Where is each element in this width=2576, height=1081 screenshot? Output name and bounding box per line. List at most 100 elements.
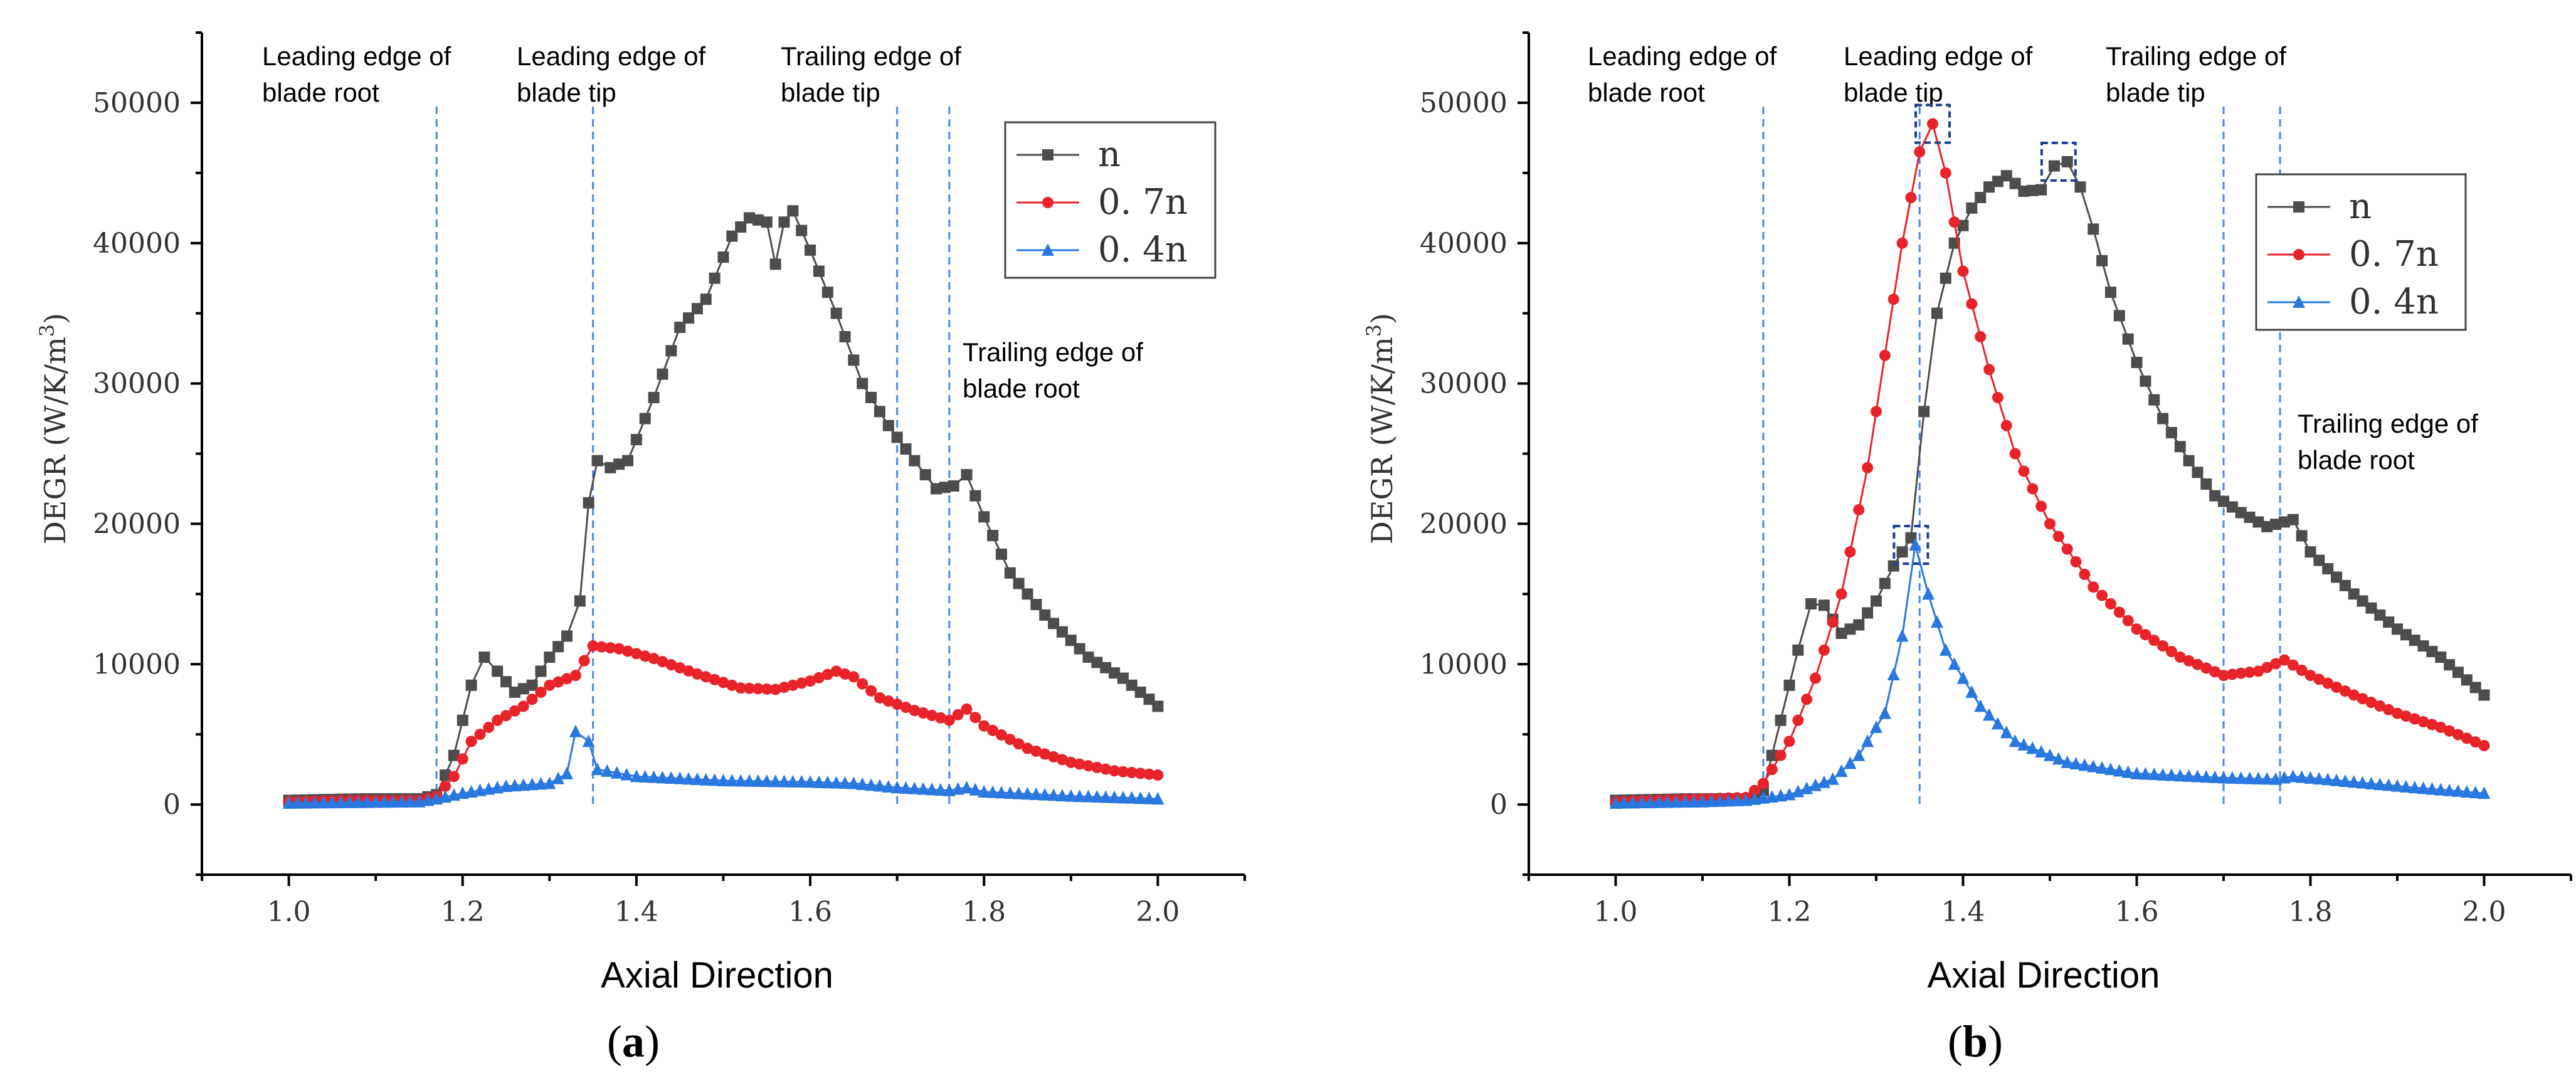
data-point-n — [613, 458, 625, 470]
data-point-04n — [2426, 782, 2439, 795]
annotation-text: blade tip — [1844, 78, 1943, 107]
data-point-n — [1152, 700, 1164, 712]
annotation-text: Trailing edge of — [2298, 409, 2478, 438]
panel-label-letter: a — [622, 1016, 645, 1067]
x-tick-label: 1.6 — [2115, 896, 2159, 928]
data-point-04n — [1939, 643, 1952, 656]
legend-label-07n: 0. 7n — [1098, 182, 1188, 223]
data-point-07n — [2322, 677, 2334, 689]
data-point-07n — [1862, 461, 1874, 473]
data-point-07n — [440, 780, 451, 792]
data-point-07n — [978, 720, 990, 732]
data-point-07n — [2469, 736, 2481, 748]
data-point-04n — [856, 777, 869, 790]
data-point-n — [2357, 595, 2368, 607]
data-point-n — [2426, 646, 2438, 658]
data-point-07n — [535, 687, 547, 699]
data-point-07n — [943, 714, 955, 726]
data-point-n — [2200, 478, 2212, 490]
data-point-07n — [717, 677, 729, 688]
y-tick-label: 0 — [163, 789, 181, 821]
data-point-n — [787, 205, 799, 217]
data-point-04n — [2365, 776, 2378, 789]
data-point-07n — [1792, 714, 1804, 726]
data-point-n — [813, 265, 825, 277]
data-point-04n — [1082, 789, 1095, 803]
data-point-n — [2183, 455, 2195, 467]
data-point-07n — [787, 679, 799, 691]
data-point-04n — [1765, 789, 1778, 803]
data-point-04n — [2373, 778, 2387, 791]
data-point-n — [448, 749, 460, 761]
data-point-04n — [2278, 771, 2291, 784]
data-point-n — [839, 330, 851, 342]
data-point-07n — [1100, 763, 1112, 775]
data-point-04n — [291, 796, 304, 809]
data-point-07n — [2331, 681, 2343, 693]
data-point-n — [1117, 672, 1129, 684]
data-point-07n — [622, 645, 634, 657]
annotation-text: Leading edge of — [1588, 41, 1777, 71]
data-point-07n — [1074, 758, 1085, 770]
x-tick-label: 1.2 — [441, 896, 485, 928]
panel-label-open: ( — [1948, 1016, 1963, 1067]
data-point-n — [492, 665, 504, 677]
data-point-04n — [473, 783, 487, 796]
data-point-07n — [2157, 640, 2169, 652]
data-point-07n — [1844, 546, 1856, 558]
data-point-04n — [552, 771, 565, 784]
y-axis-title-close: ) — [1365, 313, 1399, 324]
data-point-07n — [1126, 767, 1138, 779]
data-point-n — [2296, 530, 2308, 542]
data-point-07n — [1896, 237, 1908, 249]
data-point-04n — [1108, 790, 1121, 803]
data-point-04n — [2096, 761, 2109, 774]
y-tick-label: 0 — [1490, 789, 1507, 821]
data-point-n — [648, 391, 660, 403]
data-point-04n — [673, 771, 687, 784]
highlight-box — [1914, 103, 1951, 144]
data-point-04n — [1835, 764, 1848, 778]
x-axis-title: Axial Direction — [1928, 955, 2160, 996]
y-tick-label: 10000 — [93, 648, 181, 680]
data-point-n — [630, 434, 642, 446]
data-point-07n — [2096, 589, 2108, 601]
data-point-n — [2035, 184, 2047, 196]
data-point-n — [2148, 394, 2160, 406]
data-point-04n — [1861, 734, 1874, 747]
data-point-07n — [483, 721, 495, 733]
data-point-07n — [474, 729, 486, 741]
data-point-04n — [1652, 795, 1665, 808]
data-point-04n — [1930, 615, 1943, 628]
data-point-07n — [2122, 614, 2134, 626]
data-point-04n — [726, 774, 739, 787]
data-point-07n — [952, 709, 964, 720]
data-point-n — [1056, 626, 1068, 638]
legend-label-04n: 0. 4n — [1098, 229, 1188, 270]
data-point-04n — [1844, 756, 1857, 769]
data-point-n — [874, 406, 885, 418]
data-point-07n — [2140, 629, 2151, 641]
data-point-04n — [751, 774, 764, 787]
data-point-04n — [917, 782, 930, 795]
data-point-04n — [2434, 783, 2447, 796]
data-point-n — [744, 212, 756, 224]
data-point-04n — [2069, 757, 2082, 770]
data-point-07n — [2131, 623, 2143, 635]
y-axis-title-main: DEGR (W/K/m — [38, 337, 72, 544]
legend-label-04n: 0. 4n — [2349, 282, 2439, 322]
data-point-04n — [1965, 685, 1978, 699]
data-point-04n — [334, 796, 347, 809]
data-point-04n — [908, 781, 921, 794]
legend-frame — [1004, 121, 1217, 279]
legend-label-n: n — [1098, 134, 1121, 175]
data-point-04n — [1887, 668, 1900, 681]
data-point-04n — [2139, 767, 2152, 780]
data-point-04n — [1756, 791, 1770, 804]
data-point-n — [691, 303, 703, 315]
data-point-04n — [610, 766, 623, 779]
data-point-04n — [2217, 771, 2230, 784]
data-point-n — [2435, 651, 2447, 663]
data-point-n — [1992, 176, 2003, 187]
data-point-04n — [2313, 772, 2326, 785]
